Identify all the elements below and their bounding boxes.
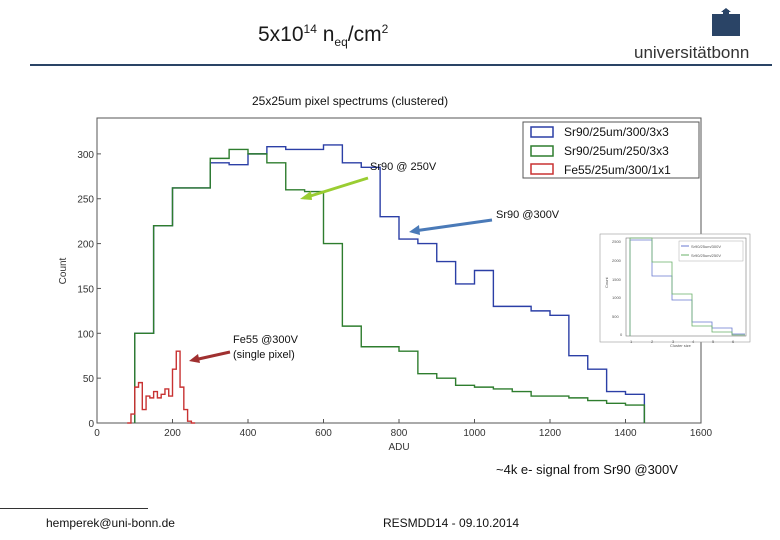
inset-chart: 2500 2000 1500 1000 500 0 Count 1 2 3 4 … [599, 233, 751, 348]
inset-ytick: 2000 [612, 258, 622, 263]
y-tick-label: 300 [77, 150, 94, 161]
inset-ytick: 500 [612, 314, 619, 319]
y-tick-label: 50 [83, 374, 95, 385]
arrow-sr90-250-head [300, 191, 312, 200]
x-tick-label: 1400 [614, 428, 637, 439]
annotation-sr90-250-text: Sr90 @ 250V [370, 161, 437, 173]
arrow-fe55 [193, 350, 231, 362]
legend-entry-green: Sr90/25um/250/3x3 [564, 144, 669, 158]
x-tick-label: 1200 [539, 428, 562, 439]
x-tick-label: 600 [315, 428, 332, 439]
annotation-sr90-250: Sr90 @ 250V [300, 161, 437, 200]
inset-frame [625, 237, 747, 337]
y-tick-label: 0 [88, 419, 94, 430]
title-divider [30, 64, 772, 66]
university-seal-icon [712, 8, 740, 36]
slide-title: 5x1014 neq/cm2 [258, 22, 389, 50]
footer-divider [0, 508, 148, 509]
y-tick-label: 200 [77, 240, 94, 251]
legend-entry-red: Fe55/25um/300/1x1 [564, 163, 671, 177]
inset-xlabel: Cluster size [670, 343, 692, 348]
annotation-sr90-300: Sr90 @300V [409, 209, 560, 235]
legend: Sr90/25um/300/3x3 Sr90/25um/250/3x3 Fe55… [522, 121, 700, 179]
x-tick-label: 1000 [463, 428, 486, 439]
inset-xtick: 6 [732, 339, 735, 344]
inset-legend [678, 240, 744, 262]
annotation-fe55-text: Fe55 @300V [233, 334, 299, 346]
y-tick-label: 150 [77, 284, 94, 295]
inset-ytick: 0 [620, 332, 623, 337]
x-axis: 0 200 400 600 800 1000 1200 1400 1600 [94, 419, 713, 439]
inset-xtick: 4 [692, 339, 695, 344]
x-axis-label: ADU [388, 442, 409, 453]
arrow-sr90-300 [413, 218, 493, 233]
inset-ytick: 1500 [612, 277, 622, 282]
x-tick-label: 1600 [690, 428, 713, 439]
x-tick-label: 400 [240, 428, 257, 439]
inset-xtick: 2 [651, 339, 654, 344]
inset-xtick: 1 [630, 339, 633, 344]
y-axis-label: Count [58, 257, 69, 284]
inset-ylabel: Count [604, 276, 609, 288]
university-logo: universitätbonn [634, 8, 749, 62]
logo-text: universitätbonn [634, 43, 749, 62]
x-tick-label: 200 [164, 428, 181, 439]
series-line-0 [134, 144, 646, 423]
y-tick-label: 250 [77, 195, 94, 206]
legend-swatch-red [530, 163, 554, 175]
legend-entry-blue: Sr90/25um/300/3x3 [564, 125, 669, 139]
annotation-fe55: Fe55 @300V (single pixel) [189, 334, 299, 363]
inset-series-green [629, 237, 745, 336]
series-layer [127, 144, 646, 424]
inset-ytick: 1000 [612, 295, 622, 300]
series-line-1 [134, 148, 646, 423]
legend-swatch-green [530, 145, 554, 157]
chart-title: 25x25um pixel spectrums (clustered) [252, 94, 449, 108]
legend-swatch-blue [530, 126, 554, 138]
inset-ytick: 2500 [612, 239, 622, 244]
series-line-2 [127, 350, 196, 424]
arrow-sr90-250 [303, 176, 369, 200]
inset-legend-entry: Sr90/25um/250V [691, 253, 721, 258]
y-axis: 0 50 100 150 200 250 300 [77, 150, 101, 430]
footer-email: hemperek@uni-bonn.de [46, 516, 175, 530]
arrow-fe55-head [189, 354, 200, 363]
inset-xtick: 5 [712, 339, 715, 344]
y-tick-label: 100 [77, 329, 94, 340]
annotation-fe55-text-2: (single pixel) [233, 349, 295, 361]
footer-conference: RESMDD14 - 09.10.2014 [383, 516, 520, 530]
inset-legend-entry: Sr90/25um/300V [691, 244, 721, 249]
inset-xtick: 3 [672, 339, 675, 344]
annotation-sr90-300-text: Sr90 @300V [496, 209, 560, 221]
arrow-sr90-300-head [409, 225, 420, 235]
signal-note: ~4k e- signal from Sr90 @300V [496, 462, 678, 477]
x-tick-label: 800 [391, 428, 408, 439]
x-tick-label: 0 [94, 428, 100, 439]
